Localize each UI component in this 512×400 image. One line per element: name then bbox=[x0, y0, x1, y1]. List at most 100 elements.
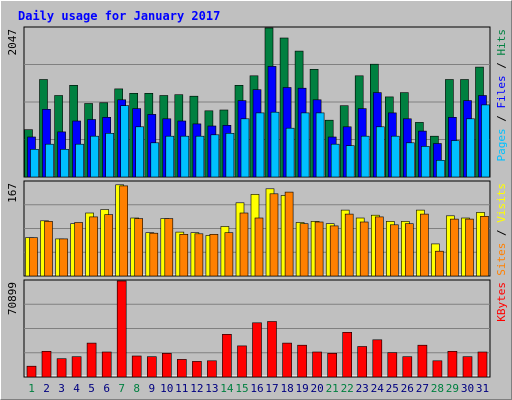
pages-bar-day-18 bbox=[285, 127, 295, 178]
kbytes-bar-day-10 bbox=[162, 352, 172, 378]
x-tick-label-day-31: 31 bbox=[476, 382, 489, 395]
sites-bar-day-24 bbox=[374, 216, 384, 277]
kbytes-bar-day-29 bbox=[447, 350, 458, 378]
x-tick-label-day-15: 15 bbox=[235, 382, 248, 395]
legend-separator: / bbox=[495, 109, 508, 129]
sites-bar-day-17 bbox=[269, 193, 279, 277]
sites-bar-day-21 bbox=[329, 225, 339, 277]
legend-kbytes: KBytes bbox=[495, 282, 508, 322]
x-tick-label-day-1: 1 bbox=[28, 382, 35, 395]
x-tick-label-day-28: 28 bbox=[431, 382, 444, 395]
x-tick-label-day-22: 22 bbox=[341, 382, 354, 395]
x-tick-label-day-29: 29 bbox=[446, 382, 459, 395]
kbytes-bar-day-13 bbox=[207, 360, 217, 378]
kbytes-bar-day-25 bbox=[387, 352, 398, 378]
pages-bar-day-9 bbox=[150, 142, 160, 178]
pages-bar-day-15 bbox=[240, 118, 250, 178]
x-tick-label-day-3: 3 bbox=[58, 382, 65, 395]
pages-bar-day-17 bbox=[270, 111, 280, 178]
kbytes-bar-day-28 bbox=[432, 360, 443, 378]
pages-bar-day-26 bbox=[405, 142, 415, 178]
kbytes-bar-day-11 bbox=[177, 359, 187, 378]
legend-separator: / bbox=[495, 223, 508, 243]
pages-bar-day-6 bbox=[105, 133, 114, 178]
pages-bar-day-8 bbox=[135, 126, 144, 178]
x-tick-label-day-27: 27 bbox=[416, 382, 429, 395]
sites-bar-day-16 bbox=[254, 217, 264, 277]
kbytes-bar-day-18 bbox=[282, 342, 292, 378]
x-tick-label-day-19: 19 bbox=[295, 382, 308, 395]
pages-bar-day-10 bbox=[165, 135, 175, 178]
pages-bar-day-20 bbox=[315, 112, 325, 178]
x-tick-label-day-30: 30 bbox=[461, 382, 474, 395]
sites-bar-day-8 bbox=[134, 218, 143, 277]
kbytes-bar-day-15 bbox=[237, 345, 247, 378]
kbytes-bar-day-27 bbox=[417, 344, 428, 378]
pages-bar-day-5 bbox=[90, 135, 99, 178]
kbytes-bar-day-24 bbox=[372, 339, 383, 378]
sites-bar-day-10 bbox=[164, 218, 174, 277]
pages-bar-day-2 bbox=[45, 143, 54, 178]
pages-bar-day-22 bbox=[345, 145, 355, 178]
x-tick-label-day-25: 25 bbox=[386, 382, 399, 395]
kbytes-bar-day-5 bbox=[86, 342, 97, 378]
pages-bar-day-27 bbox=[421, 146, 430, 178]
kbytes-bar-day-21 bbox=[327, 352, 338, 378]
sites-bar-day-18 bbox=[284, 191, 294, 277]
x-tick-label-day-18: 18 bbox=[280, 382, 293, 395]
sites-bar-day-14 bbox=[224, 232, 234, 277]
y-axis-legend-label: Sites / Visits bbox=[495, 183, 508, 276]
x-tick-label-day-17: 17 bbox=[265, 382, 278, 395]
chart-panels: 2047 Pages / Files / Hits 167 Sites / Visit… bbox=[6, 26, 508, 378]
kbytes-bar-day-30 bbox=[462, 356, 473, 378]
pages-bar-day-28 bbox=[436, 160, 445, 178]
sites-bar-day-23 bbox=[359, 221, 369, 277]
x-tick-label-day-7: 7 bbox=[118, 382, 125, 395]
pages-bar-day-25 bbox=[390, 135, 400, 178]
kbytes-bar-day-4 bbox=[71, 356, 82, 378]
sites-bar-day-30 bbox=[465, 218, 474, 277]
y-axis-legend-label: Pages / Files / Hits bbox=[495, 29, 508, 162]
x-tick-label-day-5: 5 bbox=[88, 382, 95, 395]
kbytes-bar-day-31 bbox=[477, 351, 488, 378]
pages-bar-day-13 bbox=[210, 134, 220, 178]
pages-bar-day-31 bbox=[481, 104, 490, 178]
sites-bar-day-13 bbox=[209, 234, 219, 277]
kbytes-bar-day-9 bbox=[147, 356, 157, 378]
kbytes-bar-day-19 bbox=[297, 344, 307, 378]
sites-bar-day-11 bbox=[179, 234, 189, 277]
legend-pages: Pages bbox=[495, 128, 508, 161]
sites-bar-day-20 bbox=[314, 221, 324, 277]
x-tick-label-day-9: 9 bbox=[148, 382, 155, 395]
legend-hits: Hits bbox=[495, 29, 508, 56]
kbytes-bar-day-26 bbox=[402, 356, 413, 378]
sites-bar-day-4 bbox=[74, 222, 83, 277]
panel-2: 167 Sites / Visits bbox=[6, 180, 508, 277]
pages-bar-day-24 bbox=[375, 126, 385, 178]
sites-bar-day-7 bbox=[119, 185, 128, 277]
sites-bar-day-26 bbox=[404, 223, 414, 277]
sites-bar-day-6 bbox=[104, 214, 113, 277]
x-tick-label-day-10: 10 bbox=[160, 382, 173, 395]
sites-bar-day-1 bbox=[29, 237, 38, 277]
x-tick-label-day-24: 24 bbox=[371, 382, 385, 395]
legend-files: Files bbox=[495, 75, 508, 108]
sites-bar-day-31 bbox=[480, 216, 489, 277]
sites-bar-day-28 bbox=[435, 250, 444, 277]
pages-bar-day-23 bbox=[360, 135, 370, 178]
y-axis-legend-label: KBytes bbox=[495, 282, 508, 322]
kbytes-bar-day-1 bbox=[26, 365, 37, 378]
x-tick-label-day-14: 14 bbox=[220, 382, 234, 395]
x-tick-label-day-6: 6 bbox=[103, 382, 110, 395]
sites-bar-day-27 bbox=[420, 213, 429, 277]
x-tick-label-day-20: 20 bbox=[310, 382, 323, 395]
kbytes-bar-day-20 bbox=[312, 351, 322, 378]
x-axis-day-labels: 1 2 3 4 5 6 7 8 9 10 11 12 13 14 15 16 17 18 19 20 21 22 23 24 2… bbox=[28, 382, 489, 395]
pages-bar-day-11 bbox=[180, 135, 190, 178]
sites-bar-day-9 bbox=[149, 232, 159, 277]
x-tick-label-day-26: 26 bbox=[401, 382, 414, 395]
y-max-label: 167 bbox=[6, 183, 19, 203]
pages-bar-day-14 bbox=[225, 133, 235, 178]
kbytes-bar-day-22 bbox=[342, 331, 353, 378]
y-max-label: 2047 bbox=[6, 29, 19, 56]
